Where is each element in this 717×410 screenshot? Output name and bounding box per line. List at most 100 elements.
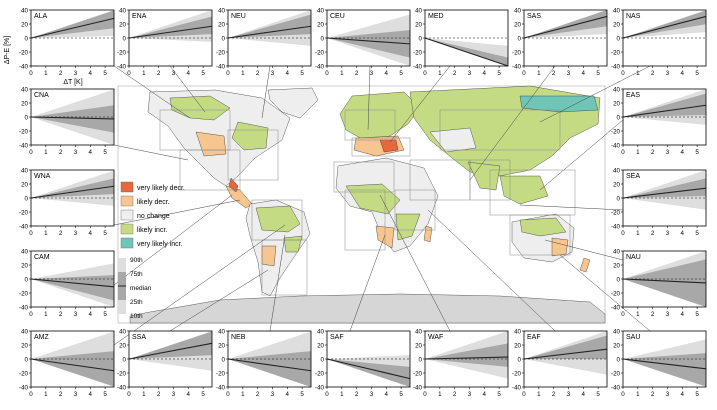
y-tick-label: -20 [19,370,29,377]
x-tick-label: 3 [271,391,275,398]
band-25-75 [31,10,114,38]
x-tick-label: 3 [370,391,374,398]
band-25-75 [623,259,706,307]
x-tick-label: 2 [59,391,63,398]
region-panel-nau: NAU -40 -20 0 20 40 0 1 2 3 4 5 [611,248,707,318]
x-tick-label: 4 [681,230,685,237]
band-25-75 [524,10,607,38]
x-tick-label: 5 [596,391,600,398]
quantile-label: 75th [130,271,143,278]
x-tick-label: 5 [201,391,205,398]
y-tick-label: -20 [611,290,621,297]
x-tick-label: 0 [29,70,33,77]
panel-title: SAF [330,334,344,341]
x-tick-label: 4 [385,391,389,398]
x-tick-label: 4 [681,391,685,398]
y-tick-label: 40 [514,328,521,335]
x-tick-label: 4 [681,311,685,318]
region-box [439,109,561,151]
y-tick-label: 20 [613,181,620,188]
x-tick-label: 4 [681,70,685,77]
region-panel-nas: NAS -40 -20 0 20 40 0 1 2 3 4 5 [611,7,707,77]
x-tick-label: 5 [103,311,107,318]
connector-line [349,234,386,332]
x-tick-label: 2 [552,391,556,398]
y-tick-label: 40 [218,328,225,335]
region-box [261,239,308,296]
x-tick-label: 1 [636,311,640,318]
x-tick-label: 1 [44,230,48,237]
y-tick-label: 0 [518,356,522,363]
y-tick-label: -20 [117,370,127,377]
x-tick-label: 2 [651,391,655,398]
region-panel-med: MED -40 -20 0 20 40 0 1 2 3 4 5 [413,7,509,77]
panel-title: CAM [34,254,50,261]
land-shape [261,245,277,267]
x-tick-label: 1 [44,149,48,156]
y-tick-label: 20 [613,342,620,349]
x-tick-label: 1 [241,70,245,77]
panel-title: SAS [527,13,541,20]
y-tick-label: -40 [216,63,226,70]
y-tick-label: 0 [222,356,226,363]
median-line [30,278,115,288]
median-line [424,37,509,67]
y-tick-label: -40 [611,63,621,70]
region-box [179,149,241,191]
y-tick-label: -40 [413,63,423,70]
x-tick-label: 1 [142,70,146,77]
median-line [622,278,707,284]
connector-line [469,65,556,181]
x-tick-label: 0 [127,70,131,77]
panel-title: EAS [626,92,640,99]
y-tick-label: -40 [117,63,127,70]
y-tick-label: -20 [611,49,621,56]
y-tick-label: -40 [315,63,325,70]
x-tick-label: 2 [651,311,655,318]
legend-label: likely decr. [137,199,170,206]
y-tick-label: 20 [21,262,28,269]
panel-title: EAF [527,334,541,341]
x-tick-label: 3 [370,70,374,77]
x-tick-label: 5 [497,391,501,398]
median-line [30,17,115,39]
y-tick-label: 20 [21,21,28,28]
region-panel-neb: NEB -40 -20 0 20 40 0 1 2 3 4 5 [216,328,312,398]
x-tick-label: 4 [483,70,487,77]
x-tick-label: 3 [172,391,176,398]
y-tick-label: 40 [21,7,28,14]
y-tick-label: -40 [413,384,423,391]
x-tick-label: 1 [636,149,640,156]
y-tick-label: 0 [617,114,621,121]
y-tick-label: 0 [123,35,127,42]
x-tick-label: 2 [453,70,457,77]
y-tick-label: 0 [617,195,621,202]
panel-title: CEU [330,13,345,20]
connector-line [113,194,233,286]
region-panel-sau: SAU -40 -20 0 20 40 0 1 2 3 4 5 [611,328,707,398]
panel-title: NEU [231,13,246,20]
land-shape [551,237,569,257]
x-tick-label: 2 [256,70,260,77]
band-25-75 [623,10,706,38]
legend-label: very likely incr. [137,241,183,248]
land-shape [345,183,401,215]
land-shape [519,95,599,113]
y-tick-label: -20 [19,128,29,135]
legend-label: very likely decr. [137,185,185,192]
y-tick-label: 40 [514,7,521,14]
x-tick-label: 2 [256,391,260,398]
y-tick-label: -20 [19,209,29,216]
x-tick-label: 1 [636,230,640,237]
connector-line [367,65,371,131]
y-tick-label: 0 [25,195,29,202]
connector-line [169,65,206,113]
legend-label: no change [137,213,170,220]
y-tick-label: 20 [21,100,28,107]
y-tick-label: 40 [613,86,620,93]
y-tick-label: -40 [611,304,621,311]
x-tick-label: 2 [59,149,63,156]
y-tick-label: 40 [415,328,422,335]
land-shape [429,127,477,153]
